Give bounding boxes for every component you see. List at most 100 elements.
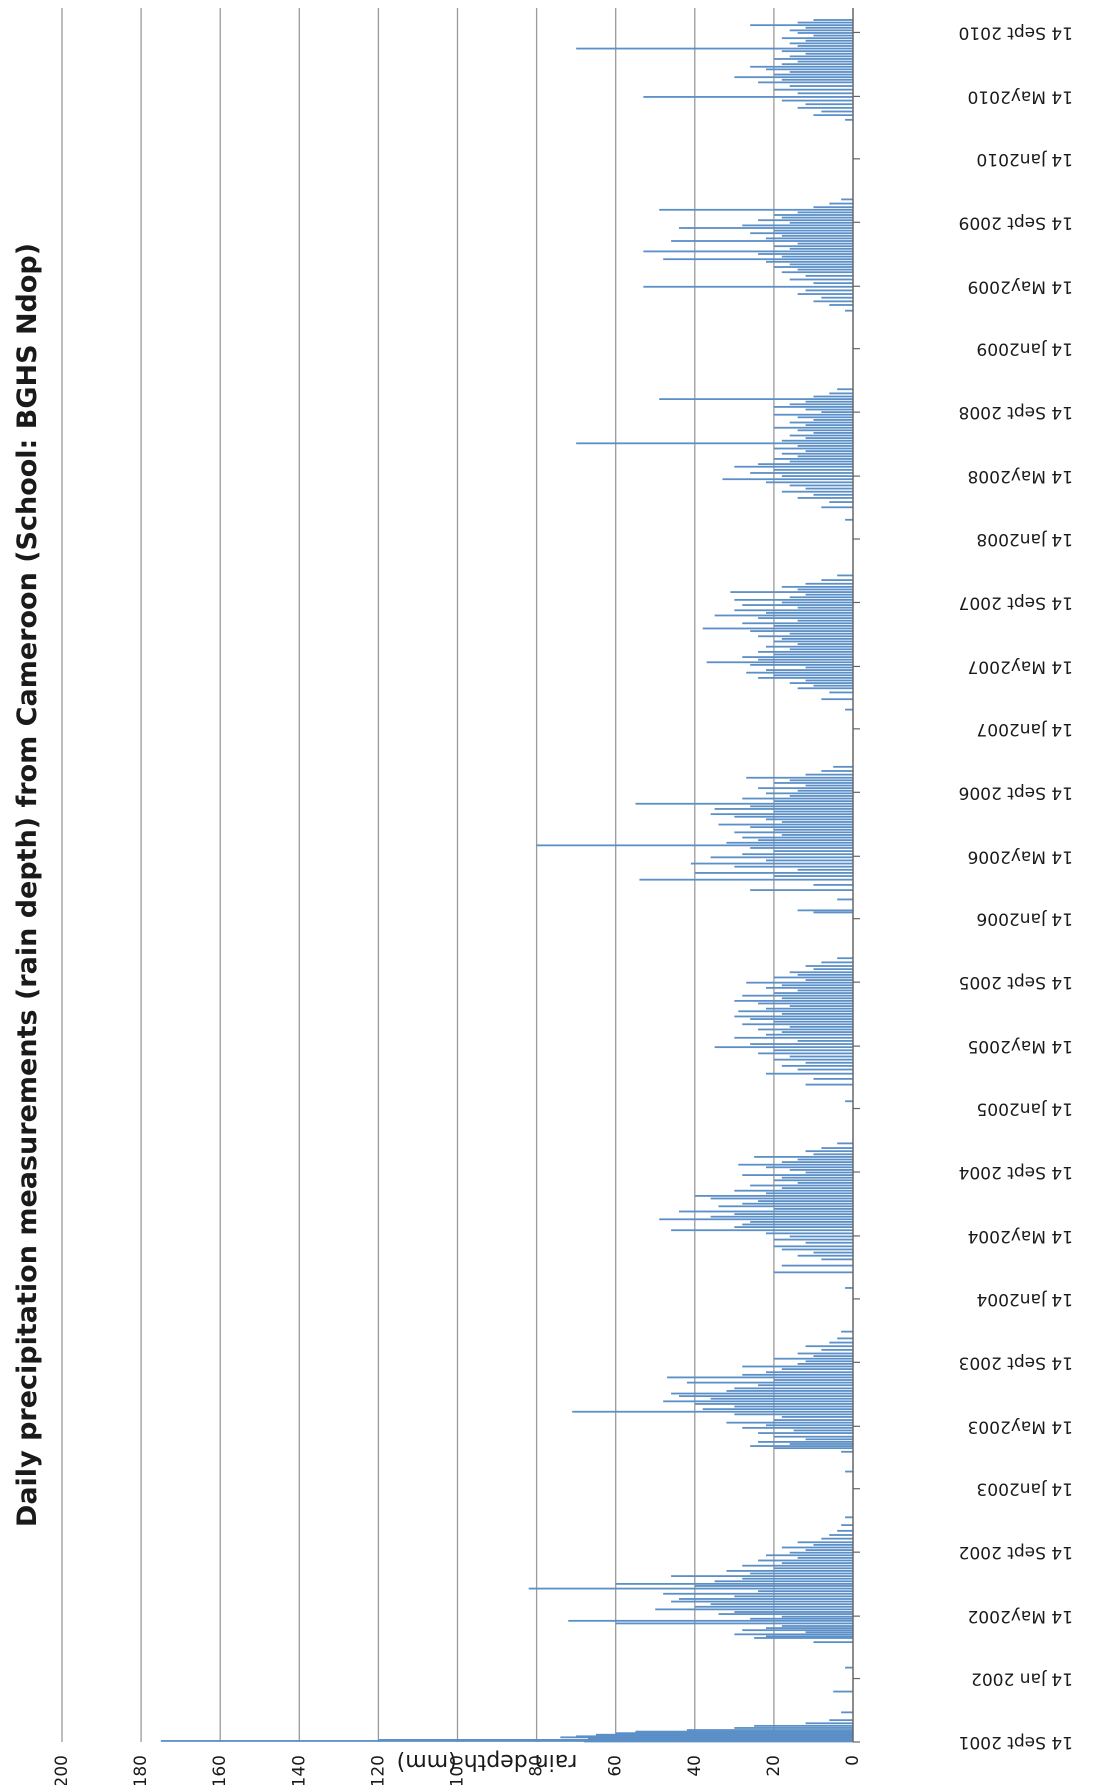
rain-bar bbox=[789, 85, 853, 87]
rain-bar bbox=[781, 1546, 853, 1549]
rain-bar bbox=[765, 1554, 853, 1557]
rain-bar bbox=[813, 300, 853, 303]
rain-bar bbox=[781, 1368, 853, 1370]
rain-bar bbox=[738, 1163, 853, 1166]
rain-bar bbox=[789, 29, 853, 32]
rain-bar bbox=[643, 250, 853, 253]
rain-bar bbox=[773, 1567, 853, 1570]
rain-bar bbox=[797, 588, 853, 591]
rain-bar bbox=[742, 797, 853, 800]
rain-bar bbox=[742, 1023, 853, 1026]
rain-bar bbox=[667, 1376, 853, 1379]
rain-bar bbox=[773, 229, 853, 232]
rain-bar bbox=[758, 617, 853, 619]
rain-bar bbox=[750, 65, 853, 68]
rain-bar bbox=[797, 1040, 853, 1042]
rain-bar bbox=[710, 1397, 853, 1400]
rain-bar bbox=[797, 1254, 853, 1257]
rain-bar bbox=[781, 78, 853, 81]
rain-bar bbox=[773, 1208, 853, 1210]
rain-bar bbox=[829, 691, 853, 694]
rain-bar bbox=[726, 1421, 853, 1424]
rain-bar bbox=[765, 1371, 853, 1374]
rain-bar bbox=[805, 437, 853, 440]
rain-bar bbox=[789, 484, 853, 487]
rain-bar bbox=[528, 1587, 853, 1590]
rain-bar bbox=[797, 211, 853, 214]
y-axis-label: rain depth (mm) bbox=[397, 1749, 578, 1774]
rain-bar bbox=[734, 1633, 853, 1636]
rain-bar bbox=[595, 1733, 853, 1736]
rain-bar bbox=[781, 1031, 853, 1033]
rain-bar bbox=[781, 1416, 853, 1418]
value-tick-label: 20 bbox=[764, 1755, 784, 1777]
rain-bar bbox=[754, 1637, 853, 1639]
rain-bar bbox=[797, 619, 853, 622]
rain-bar bbox=[805, 274, 853, 277]
rain-bar bbox=[765, 611, 853, 614]
rain-bar bbox=[773, 73, 853, 76]
rain-bar bbox=[821, 579, 853, 582]
rain-bar bbox=[805, 1150, 853, 1153]
rain-bar bbox=[560, 1736, 853, 1739]
rain-bar bbox=[639, 878, 853, 881]
rain-bar bbox=[813, 493, 853, 496]
rain-bar bbox=[750, 1018, 853, 1020]
rain-bar bbox=[813, 1355, 853, 1357]
rain-bar bbox=[813, 206, 853, 209]
rain-bar bbox=[718, 823, 853, 826]
rain-bar bbox=[781, 1248, 853, 1251]
rain-bar bbox=[643, 96, 853, 98]
date-tick-label: 14 Sept 2001 bbox=[959, 1732, 1073, 1752]
rain-bar bbox=[694, 1403, 853, 1405]
rain-bar bbox=[781, 1161, 853, 1163]
rain-bar bbox=[837, 957, 853, 960]
rain-bar bbox=[841, 1450, 853, 1453]
rain-bar bbox=[758, 676, 853, 679]
rain-bar bbox=[765, 1192, 853, 1195]
rain-bar bbox=[781, 1264, 853, 1267]
rain-bar bbox=[734, 609, 853, 612]
rain-bar bbox=[829, 202, 853, 205]
rain-bar bbox=[671, 1575, 853, 1577]
rain-bar bbox=[805, 424, 853, 427]
rain-bar bbox=[750, 1184, 853, 1187]
rain-bar bbox=[765, 237, 853, 240]
rain-bar bbox=[773, 447, 853, 450]
value-tick-label: 60 bbox=[606, 1755, 626, 1777]
rain-bar bbox=[789, 1005, 853, 1007]
rain-bar bbox=[841, 198, 853, 201]
rain-bar bbox=[730, 591, 853, 593]
rain-bar bbox=[536, 844, 853, 847]
rain-bar bbox=[773, 58, 853, 60]
rain-bar bbox=[781, 984, 853, 987]
rain-bar bbox=[754, 1155, 853, 1158]
rain-bar bbox=[813, 114, 853, 117]
rain-bar bbox=[773, 875, 853, 877]
rain-bar bbox=[750, 826, 853, 829]
rain-bar bbox=[805, 1360, 853, 1363]
rain-bar bbox=[742, 1223, 853, 1226]
date-tick-label: 14 Sept 2003 bbox=[959, 1352, 1073, 1372]
rain-bar bbox=[797, 497, 853, 499]
rain-bar bbox=[758, 658, 853, 661]
rain-bar bbox=[797, 92, 853, 95]
rain-bar bbox=[829, 501, 853, 503]
rain-bar bbox=[773, 828, 853, 831]
rain-bar bbox=[805, 1083, 853, 1086]
rain-bar bbox=[702, 1408, 853, 1411]
rain-bar bbox=[813, 432, 853, 434]
rain-bar bbox=[789, 434, 853, 437]
rain-bar bbox=[758, 1052, 853, 1055]
rain-bar bbox=[734, 1413, 853, 1416]
rain-bar bbox=[718, 1205, 853, 1208]
rain-bar bbox=[773, 426, 853, 429]
rain-bar bbox=[742, 604, 853, 606]
date-tick-label: 14 May2009 bbox=[968, 276, 1073, 296]
rain-bar bbox=[773, 1379, 853, 1381]
rain-bar bbox=[773, 653, 853, 656]
rain-bar bbox=[765, 481, 853, 484]
rain-bar bbox=[758, 839, 853, 842]
date-tick-label: 14 Sept 2009 bbox=[959, 212, 1073, 232]
date-tick-label: 14 May2003 bbox=[968, 1416, 1073, 1436]
